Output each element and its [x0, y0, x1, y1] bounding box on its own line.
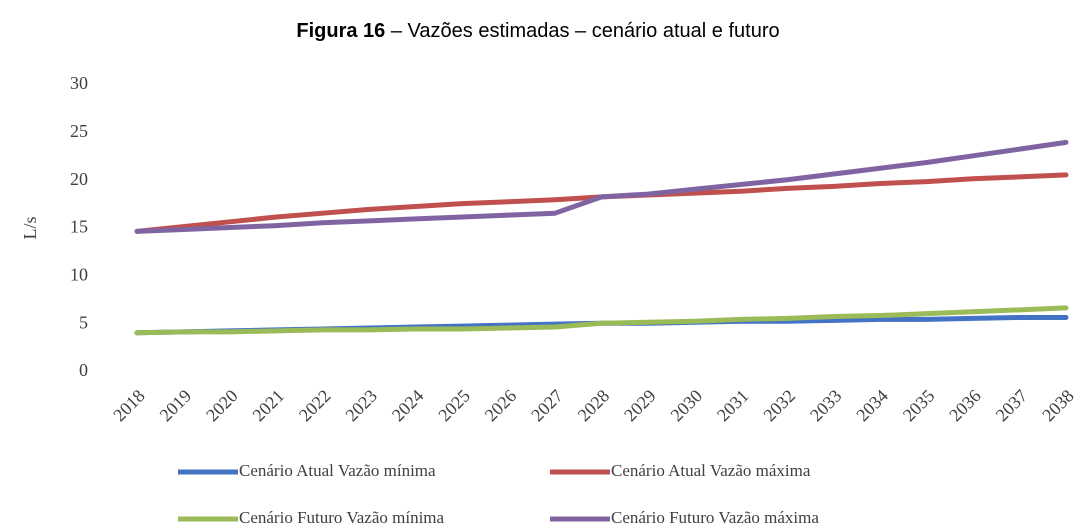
legend-label: Cenário Futuro Vazão máxima	[611, 508, 819, 527]
legend-label: Cenário Atual Vazão mínima	[239, 461, 436, 480]
y-tick-label: 25	[70, 121, 88, 141]
series-line	[134, 139, 1069, 234]
x-tick-label: 2032	[759, 386, 799, 426]
y-tick-label: 5	[79, 312, 88, 332]
x-tick-label: 2038	[1038, 386, 1076, 426]
x-tick-label: 2029	[620, 386, 660, 426]
x-tick-label: 2037	[992, 386, 1032, 426]
title-bold: Figura 16	[296, 20, 385, 42]
x-tick-label: 2022	[295, 386, 335, 426]
x-tick-label: 2030	[667, 386, 707, 426]
chart-title: Figura 16 – Vazões estimadas – cenário a…	[296, 20, 779, 42]
title-rest: – Vazões estimadas – cenário atual e fut…	[391, 20, 780, 42]
y-tick-label: 20	[70, 169, 88, 189]
x-tick-label: 2035	[899, 386, 939, 426]
x-tick-label: 2021	[248, 386, 288, 426]
x-tick-label: 2023	[341, 386, 381, 426]
y-tick-label: 15	[70, 217, 88, 237]
legend-label: Cenário Futuro Vazão mínima	[239, 508, 445, 527]
series-line	[134, 305, 1069, 336]
x-tick-label: 2019	[156, 386, 196, 426]
x-tick-label: 2034	[852, 386, 892, 426]
y-tick-label: 10	[70, 264, 88, 284]
x-tick-label: 2020	[202, 386, 242, 426]
x-tick-label: 2018	[109, 386, 149, 426]
y-tick-label: 30	[70, 73, 88, 93]
series-line	[134, 172, 1069, 234]
x-tick-label: 2026	[481, 386, 521, 426]
x-tick-label: 2025	[434, 386, 474, 426]
x-tick-label: 2028	[574, 386, 614, 426]
y-tick-label: 0	[79, 360, 88, 380]
x-tick-label: 2036	[945, 386, 985, 426]
x-tick-label: 2024	[388, 386, 428, 426]
x-tick-label: 2031	[713, 386, 753, 426]
x-tick-label: 2027	[527, 386, 567, 426]
legend-label: Cenário Atual Vazão máxima	[611, 461, 811, 480]
x-tick-label: 2033	[806, 386, 846, 426]
y-axis-label: L/s	[20, 216, 40, 239]
